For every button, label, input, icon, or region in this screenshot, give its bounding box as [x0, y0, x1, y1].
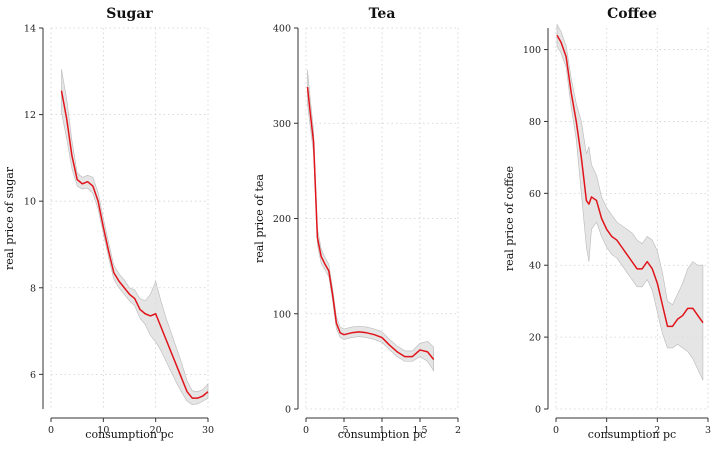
- coffee-x-tick-label: 1: [604, 425, 610, 436]
- sugar-y-tick-label: 12: [24, 110, 36, 121]
- sugar-x-tick-label: 10: [97, 425, 109, 436]
- sugar-xlabel: consumption pc: [85, 428, 173, 441]
- coffee-y-tick-label: 20: [529, 333, 541, 344]
- sugar-y-tick-label: 6: [30, 370, 36, 381]
- sugar-x-tick-label: 0: [48, 425, 54, 436]
- tea-confidence-band: [307, 69, 434, 372]
- tea-y-tick-label: 200: [273, 214, 291, 225]
- coffee-x-tick-label: 0: [553, 425, 559, 436]
- coffee-xlabel: consumption pc: [588, 428, 676, 441]
- tea-x-tick-label: .5: [339, 425, 348, 436]
- coffee-x-tick-label: 2: [654, 425, 660, 436]
- tea-x-tick-label: 1.5: [412, 425, 427, 436]
- tea-x-tick-label: 2: [455, 425, 461, 436]
- sugar-panel: Sugar consumption pc real price of sugar…: [3, 6, 214, 441]
- coffee-y-tick-label: 80: [529, 117, 541, 128]
- coffee-fitted-line: [556, 34, 704, 328]
- sugar-y-tick-label: 8: [30, 283, 36, 294]
- coffee-y-tick-label: 40: [529, 261, 541, 272]
- coffee-confidence-band: [556, 23, 704, 381]
- coffee-x-tick-label: 3: [705, 425, 711, 436]
- coffee-title: Coffee: [607, 6, 657, 22]
- sugar-y-tick-label: 14: [24, 24, 36, 35]
- tea-panel: Tea consumption pc real price of tea 0 .5…: [253, 6, 461, 441]
- tea-ylabel: real price of tea: [253, 174, 266, 263]
- coffee-y-tick-label: 100: [523, 45, 541, 56]
- tea-fitted-line: [306, 86, 435, 360]
- tea-x-tick-label: 0: [303, 425, 309, 436]
- sugar-x-tick-label: 30: [202, 425, 214, 436]
- coffee-y-tick-label: 60: [529, 189, 541, 200]
- sugar-fitted-line: [60, 90, 209, 399]
- tea-y-tick-label: 100: [273, 309, 291, 320]
- sugar-ylabel: real price of sugar: [3, 166, 16, 270]
- tea-y-tick-label: 400: [273, 24, 291, 35]
- tea-title: Tea: [369, 6, 396, 22]
- sugar-x-tick-label: 20: [150, 425, 162, 436]
- coffee-y-tick-label: 0: [535, 405, 541, 416]
- tea-xlabel: consumption pc: [338, 428, 426, 441]
- tea-x-tick-label: 1: [379, 425, 385, 436]
- tea-y-tick-label: 0: [285, 405, 291, 416]
- sugar-y-tick-label: 10: [24, 197, 36, 208]
- tea-y-tick-label: 300: [273, 119, 291, 130]
- sugar-confidence-band: [61, 69, 209, 405]
- coffee-panel: Coffee consumption pc real price of coff…: [503, 6, 711, 441]
- sugar-title: Sugar: [106, 6, 153, 22]
- coffee-ylabel: real price of coffee: [503, 166, 516, 271]
